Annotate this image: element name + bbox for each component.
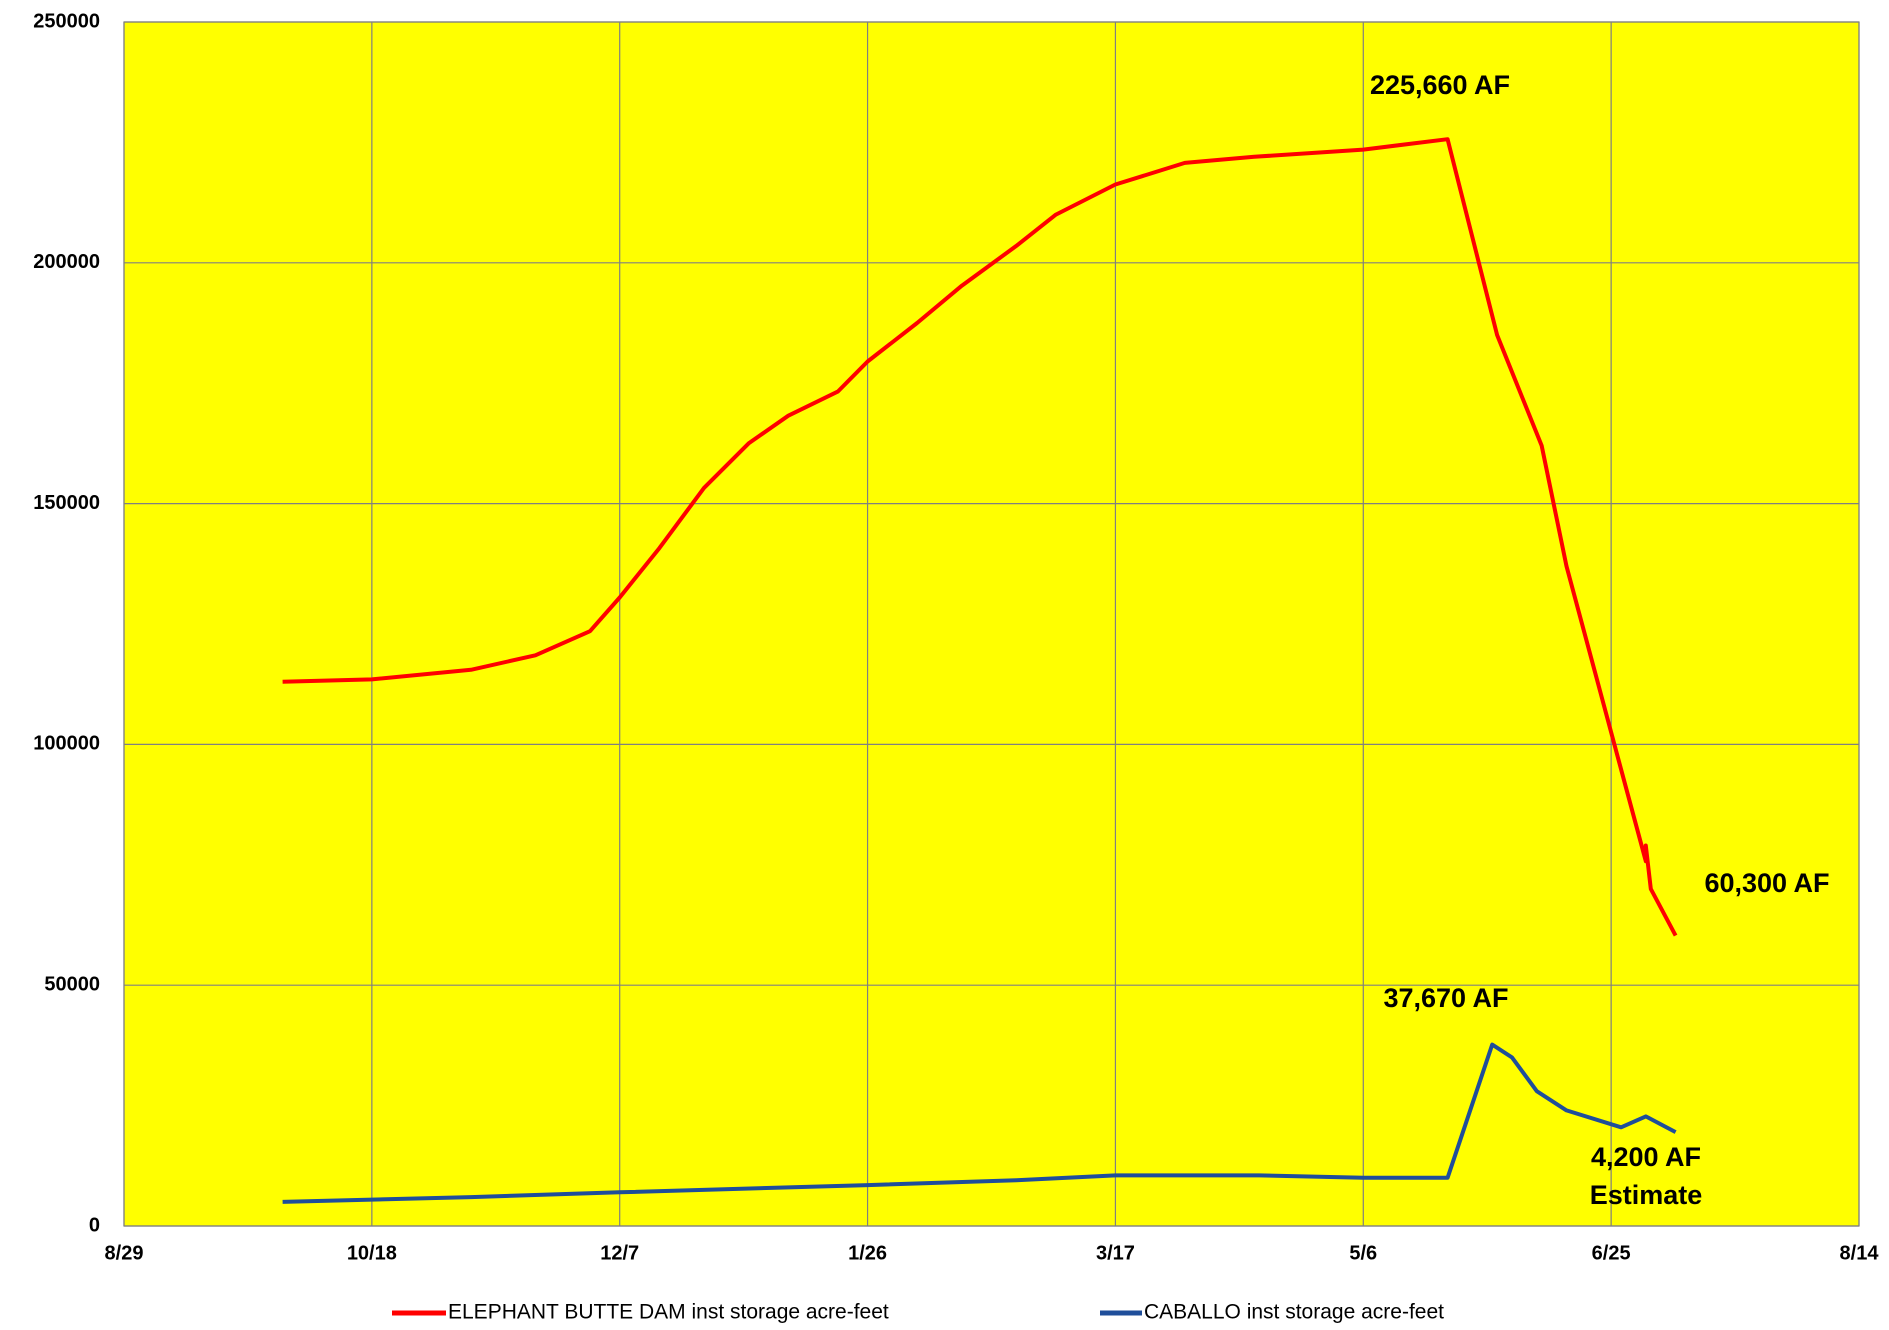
x-tick-label: 5/6 <box>1349 1242 1377 1264</box>
plot-area <box>124 22 1859 1226</box>
y-tick-label: 150000 <box>33 492 100 514</box>
legend-label: CABALLO inst storage acre-feet <box>1144 1301 1444 1324</box>
x-tick-label: 12/7 <box>600 1242 639 1264</box>
y-tick-label: 200000 <box>33 251 100 273</box>
y-tick-label: 50000 <box>44 973 100 995</box>
plot-border <box>123 21 1860 1227</box>
series-line <box>282 137 1678 937</box>
y-tick-label: 100000 <box>33 733 100 755</box>
annotation: 225,660 AF <box>1370 70 1510 100</box>
x-tick-label: 8/29 <box>105 1242 144 1264</box>
legend-label: ELEPHANT BUTTE DAM inst storage acre-fee… <box>448 1301 889 1324</box>
x-tick-label: 8/14 <box>1840 1242 1880 1264</box>
x-tick-label: 6/25 <box>1592 1242 1631 1264</box>
x-tick-label: 3/17 <box>1096 1242 1135 1264</box>
x-tick-label: 10/18 <box>347 1242 397 1264</box>
annotation: 4,200 AF <box>1591 1142 1701 1172</box>
y-tick-label: 0 <box>89 1214 100 1236</box>
annotation: 37,670 AF <box>1383 983 1508 1013</box>
series-line <box>282 1042 1677 1204</box>
x-tick-label: 1/26 <box>848 1242 887 1264</box>
annotation: 60,300 AF <box>1704 868 1829 898</box>
y-tick-label: 250000 <box>33 10 100 32</box>
annotation: Estimate <box>1590 1180 1703 1210</box>
